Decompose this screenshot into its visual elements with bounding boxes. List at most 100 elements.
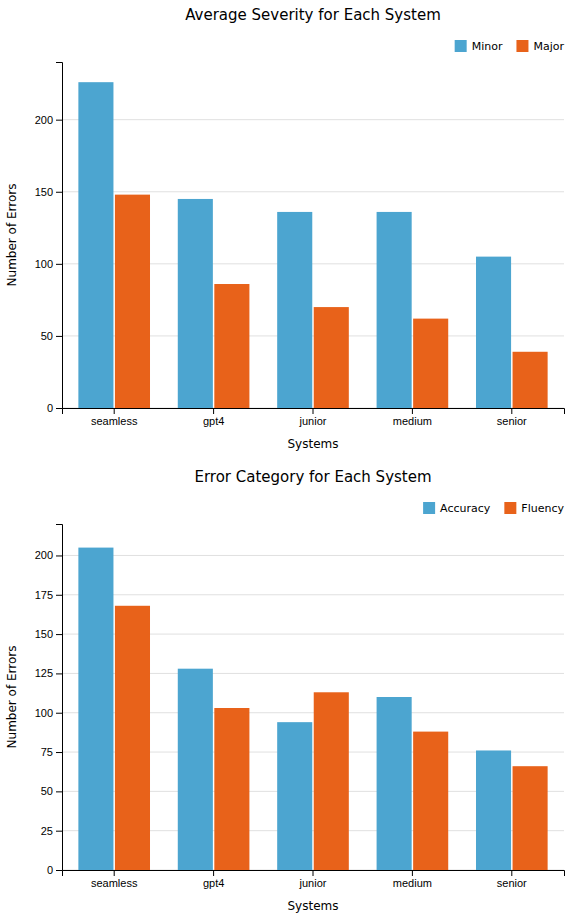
bar [277,212,312,408]
y-tick-mark [56,120,62,121]
y-axis-line [56,63,63,409]
y-tick: 25 [41,825,62,837]
bar [178,199,213,408]
y-axis-line [56,525,63,871]
grid-line [62,555,564,556]
x-tick-label: medium [393,415,432,427]
legend-swatch [516,40,528,52]
legend-swatch [423,502,435,514]
x-axis-title: Systems [288,437,339,451]
grid-line [62,191,564,192]
chart-figure: seamless gpt4 junior medium senior 0 50 100 150 2… [0,0,584,924]
x-tick: senior [497,870,527,889]
x-tick-mark [313,408,314,414]
bar [513,352,548,408]
y-tick-mark [56,791,62,792]
x-tick-label: medium [393,877,432,889]
y-tick: 50 [41,330,62,342]
y-tick-label: 175 [35,589,53,601]
x-tick-mark [511,870,512,876]
x-tick-mark [213,408,214,414]
y-tick-label: 100 [35,258,53,270]
legend-label: Accuracy [440,502,491,515]
bar [277,722,312,870]
y-tick: 75 [41,746,62,758]
legend-item: Accuracy [423,502,491,515]
legend-label: Fluency [521,502,564,515]
y-tick: 0 [47,864,62,876]
bar [476,257,511,408]
legend: MinorMajor [455,40,565,53]
bar-series [78,82,511,408]
x-axis-line [63,871,565,877]
bar [214,708,249,870]
y-tick: 200 [35,549,62,561]
y-tick: 100 [35,258,62,270]
x-tick-mark [412,870,413,876]
x-tick: medium [393,408,432,427]
bar [78,82,113,408]
y-tick: 200 [35,114,62,126]
bar [377,212,412,408]
x-tick-label: junior [299,877,327,889]
bar-series [115,606,548,870]
chart-panel: seamlessgpt4juniormediumsenior0501001502… [5,6,565,451]
legend-item: Fluency [504,502,564,515]
bar [78,548,113,870]
x-tick-mark [114,870,115,876]
y-tick-mark [56,555,62,556]
bar [214,284,249,408]
y-tick-mark [56,870,62,871]
x-tick-label: senior [497,415,527,427]
y-tick-label: 150 [35,628,53,640]
y-tick: 50 [41,785,62,797]
legend: Accuracy Fluency [423,502,564,515]
y-tick-mark [56,336,62,337]
x-tick-mark [114,408,115,414]
legend-swatch [504,502,516,514]
y-tick: 175 [35,589,62,601]
x-axis-title: Systems [288,899,339,913]
x-tick: seamless [91,408,138,427]
x-tick: seamless [91,870,138,889]
y-tick-label: 200 [35,549,53,561]
y-tick-label: 50 [41,785,53,797]
y-tick-mark [56,752,62,753]
y-tick: 100 [35,707,62,719]
bar [178,669,213,870]
x-tick-label: junior [299,415,327,427]
y-tick-mark [56,713,62,714]
bar [476,750,511,870]
x-tick-label: gpt4 [203,415,224,427]
y-tick-label: 0 [47,864,53,876]
y-tick-label: 125 [35,667,53,679]
x-axis-line [63,409,565,415]
bar-series [115,195,548,408]
y-tick-label: 200 [35,114,53,126]
bar [413,732,448,870]
legend-item: Minor [455,40,503,53]
bar [115,606,150,870]
y-tick-mark [56,673,62,674]
grid [62,555,564,870]
x-tick-label: gpt4 [203,877,224,889]
grid-line [62,119,564,120]
y-tick: 125 [35,667,62,679]
y-tick-mark [56,192,62,193]
x-tick: senior [497,408,527,427]
x-tick: junior [299,870,327,889]
x-tick-label: seamless [91,877,138,889]
bar [115,195,150,408]
bar [513,766,548,870]
y-tick-mark [56,634,62,635]
bar [413,319,448,408]
x-tick: gpt4 [203,408,224,427]
y-tick-label: 25 [41,825,53,837]
bar [314,307,349,408]
x-tick-label: seamless [91,415,138,427]
x-tick: gpt4 [203,870,224,889]
y-tick-label: 100 [35,707,53,719]
legend-swatch [455,40,467,52]
y-tick-label: 50 [41,330,53,342]
x-tick-mark [213,870,214,876]
